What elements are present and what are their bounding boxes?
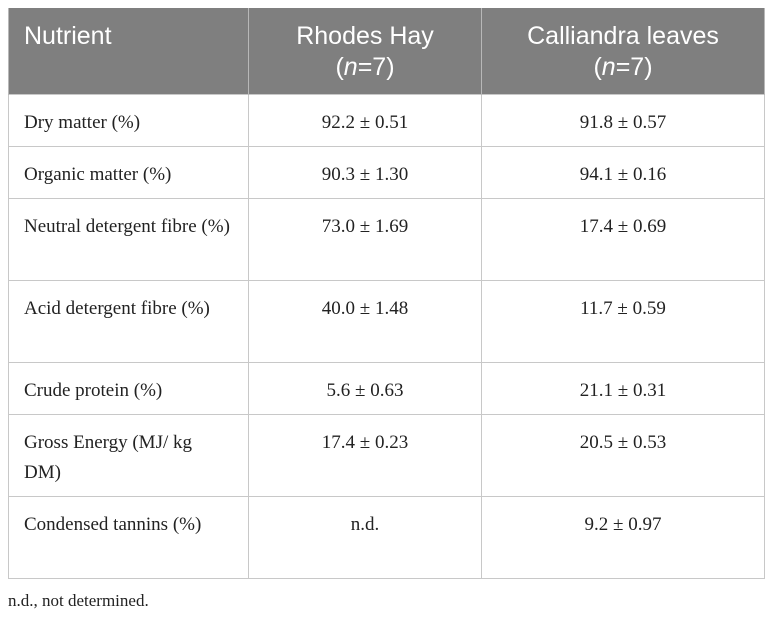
nutrient-cell: Crude protein (%)	[8, 361, 249, 415]
nutrient-cell: Dry matter (%)	[8, 93, 249, 147]
rhodes-value-cell: 90.3 ± 1.30	[248, 145, 482, 199]
table-row: Neutral detergent fibre (%) 73.0 ± 1.69 …	[8, 197, 765, 281]
calliandra-value-cell: 11.7 ± 0.59	[481, 279, 765, 363]
calliandra-value-cell: 21.1 ± 0.31	[481, 361, 765, 415]
rhodes-value-cell: 17.4 ± 0.23	[248, 413, 482, 497]
calliandra-value-cell: 9.2 ± 0.97	[481, 495, 765, 579]
n-symbol: n	[601, 53, 616, 81]
table-row: Dry matter (%) 92.2 ± 0.51 91.8 ± 0.57	[8, 93, 765, 147]
rhodes-value-cell: 5.6 ± 0.63	[248, 361, 482, 415]
header-calliandra-leaves: Calliandra leaves (n=7)	[481, 8, 765, 94]
rhodes-value-cell: n.d.	[248, 495, 482, 579]
table-row: Acid detergent fibre (%) 40.0 ± 1.48 11.…	[8, 279, 765, 363]
rhodes-value-cell: 40.0 ± 1.48	[248, 279, 482, 363]
nutrient-cell: Gross Energy (MJ/ kg DM)	[8, 413, 249, 497]
rhodes-value-cell: 92.2 ± 0.51	[248, 93, 482, 147]
nutrient-cell: Organic matter (%)	[8, 145, 249, 199]
nutrient-cell: Condensed tannins (%)	[8, 495, 249, 579]
table-row: Condensed tannins (%) n.d. 9.2 ± 0.97	[8, 495, 765, 579]
table-row: Organic matter (%) 90.3 ± 1.30 94.1 ± 0.…	[8, 145, 765, 199]
table-footnote: n.d., not determined.	[8, 591, 149, 610]
header-rhodes-hay: Rhodes Hay (n=7)	[248, 8, 482, 94]
calliandra-value-cell: 17.4 ± 0.69	[481, 197, 765, 281]
nutrient-cell: Acid detergent fibre (%)	[8, 279, 249, 363]
calliandra-value-cell: 20.5 ± 0.53	[481, 413, 765, 497]
rhodes-value-cell: 73.0 ± 1.69	[248, 197, 482, 281]
calliandra-value-cell: 94.1 ± 0.16	[481, 145, 765, 199]
calliandra-value-cell: 91.8 ± 0.57	[481, 93, 765, 147]
table-row: Gross Energy (MJ/ kg DM) 17.4 ± 0.23 20.…	[8, 413, 765, 497]
header-nutrient: Nutrient	[8, 8, 249, 94]
table-row: Crude protein (%) 5.6 ± 0.63 21.1 ± 0.31	[8, 361, 765, 415]
table-header-row: Nutrient Rhodes Hay (n=7) Calliandra lea…	[8, 8, 765, 94]
nutrient-table-container: Nutrient Rhodes Hay (n=7) Calliandra lea…	[8, 8, 765, 579]
nutrient-composition-table: Nutrient Rhodes Hay (n=7) Calliandra lea…	[8, 8, 765, 579]
nutrient-cell: Neutral detergent fibre (%)	[8, 197, 249, 281]
n-symbol: n	[343, 53, 358, 81]
